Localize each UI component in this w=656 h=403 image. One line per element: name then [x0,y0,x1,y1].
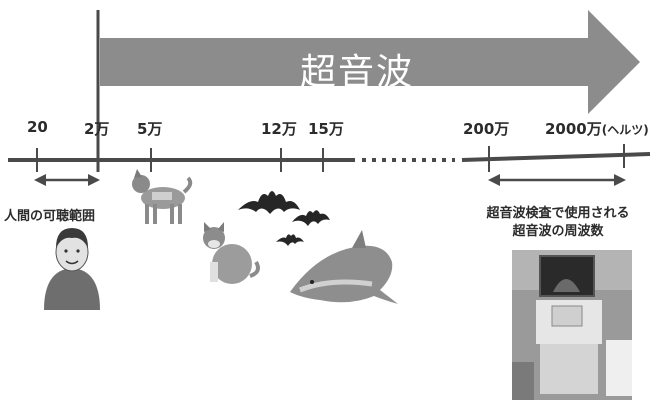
tick-label-12man: 12万 [261,120,297,138]
hertz-unit: (ヘルツ) [601,123,649,137]
dog-icon [132,169,193,224]
arrow-title: 超音波 [300,52,415,93]
exam-range-label-line1: 超音波検査で使用される [486,206,630,221]
exam-range-label: 超音波検査で使用される 超音波の周波数 [468,205,648,241]
human-range-arrow [34,174,100,186]
bat-icon [238,191,330,246]
tick-label-2000man-value: 2000万 [545,120,602,138]
tick-label-2000man: 2000万(ヘルツ) [545,118,649,139]
cat-icon [203,222,260,284]
tick-label-2man: 2万 [84,120,110,138]
tick-label-200man: 200万 [463,120,510,138]
exam-range-label-line2: 超音波の周波数 [512,224,604,239]
human-icon [44,228,100,310]
exam-range-arrow [488,174,626,186]
dolphin-icon [290,230,398,304]
tick-label-20: 20 [27,118,48,136]
axis-line-right [461,152,651,162]
human-range-label: 人間の可聴範囲 [4,209,96,224]
tick-label-5man: 5万 [137,120,163,138]
tick-label-15man: 15万 [308,120,344,138]
ultrasound-arrow [100,10,640,114]
ultrasound-machine-icon [512,250,632,400]
